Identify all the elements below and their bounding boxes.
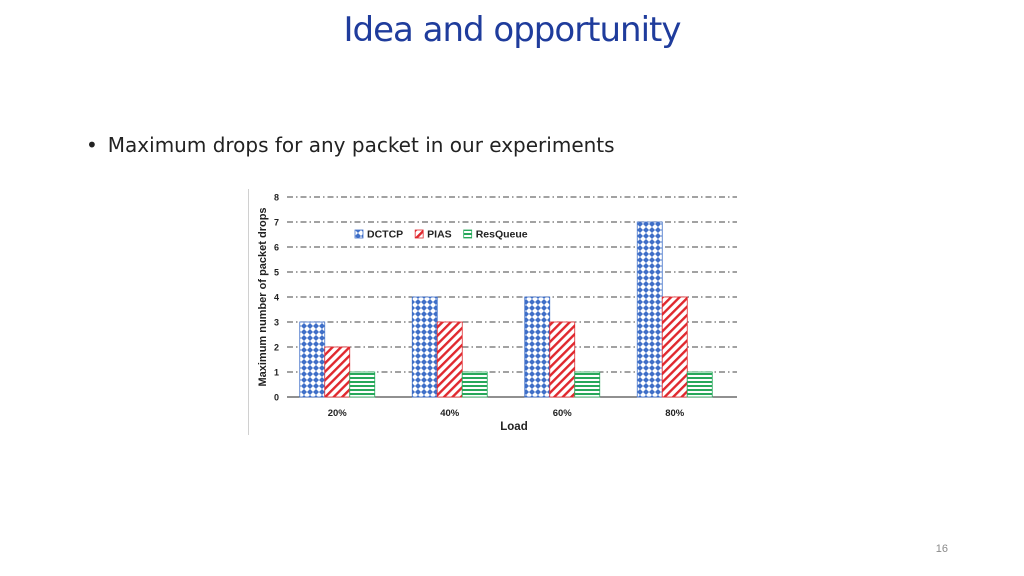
bullet-item: • Maximum drops for any packet in our exp… — [86, 133, 615, 157]
chart-svg: 0 1 2 3 4 5 6 7 8 20% 40% 60% 80% DCTCP PIAS ResQueue… — [248, 189, 737, 435]
bar-dctcp-60pct — [524, 296, 551, 398]
y-tick-label: 1 — [274, 368, 279, 378]
x-tick-label: 40% — [440, 408, 460, 419]
y-tick-label: 7 — [274, 218, 279, 228]
bar-pias-60pct — [549, 321, 576, 398]
legend-label-pias: PIAS — [427, 229, 452, 241]
bullet-text: Maximum drops for any packet in our expe… — [107, 133, 615, 157]
x-axis-label: Load — [500, 421, 527, 433]
bullet-icon: • — [86, 133, 98, 157]
legend-swatch-pias — [414, 229, 424, 239]
slide-title: Idea and opportunity — [343, 10, 681, 50]
bar-resqueue-60pct — [574, 371, 601, 398]
y-axis-label: Maximum number of packet drops — [257, 207, 269, 386]
y-tick-label: 3 — [274, 318, 279, 328]
legend-label-resqueue: ResQueue — [476, 229, 528, 241]
legend-label-dctcp: DCTCP — [367, 229, 403, 241]
x-tick-label: 80% — [665, 408, 685, 419]
y-tick-label: 4 — [274, 293, 279, 303]
bar-chart: 0 1 2 3 4 5 6 7 8 20% 40% 60% 80% DCTCP PIAS ResQueue… — [247, 185, 742, 437]
bar-dctcp-20pct — [299, 321, 326, 398]
page-number: 16 — [935, 543, 948, 555]
x-tick-label: 20% — [328, 408, 348, 419]
y-tick-label: 0 — [274, 393, 279, 403]
bar-dctcp-80pct — [636, 221, 663, 398]
chart-legend: DCTCP PIAS ResQueue — [354, 229, 528, 241]
x-tick-label: 60% — [553, 408, 573, 419]
legend-swatch-dctcp — [354, 229, 364, 239]
bar-resqueue-80pct — [686, 371, 713, 398]
y-tick-label: 8 — [274, 193, 279, 203]
y-tick-label: 6 — [274, 243, 279, 253]
y-tick-label: 2 — [274, 343, 279, 353]
legend-swatch-resqueue — [463, 229, 473, 239]
y-tick-label: 5 — [274, 268, 279, 278]
bar-dctcp-40pct — [411, 296, 438, 398]
bar-pias-20pct — [324, 346, 351, 398]
bar-resqueue-40pct — [461, 371, 488, 398]
bar-resqueue-20pct — [349, 371, 376, 398]
bar-pias-40pct — [436, 321, 463, 398]
bar-pias-80pct — [661, 296, 688, 398]
